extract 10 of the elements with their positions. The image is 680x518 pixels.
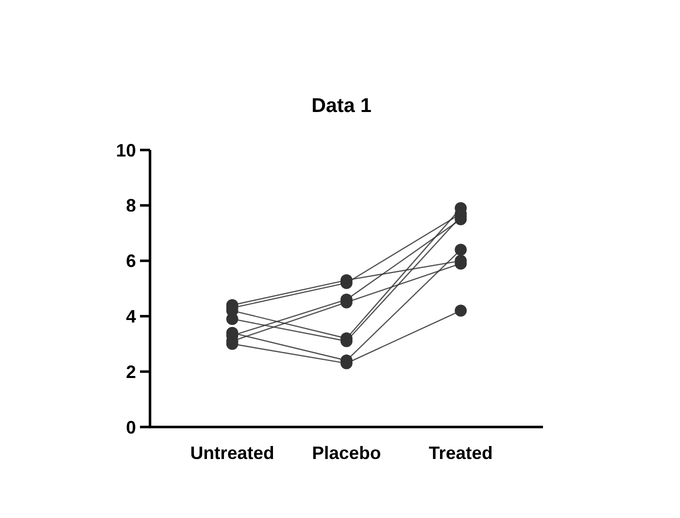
y-tick-label: 2: [126, 362, 136, 382]
y-tick-label: 10: [116, 140, 136, 160]
x-tick-label: Placebo: [312, 443, 382, 463]
x-tick-label: Untreated: [190, 443, 274, 463]
chart-title: Data 1: [311, 95, 372, 117]
x-tick-label: Treated: [428, 443, 493, 463]
y-tick-label: 0: [126, 417, 136, 438]
y-tick-label: 4: [126, 306, 136, 326]
y-tick-label: 8: [126, 196, 136, 216]
y-tick-label: 6: [126, 251, 136, 272]
